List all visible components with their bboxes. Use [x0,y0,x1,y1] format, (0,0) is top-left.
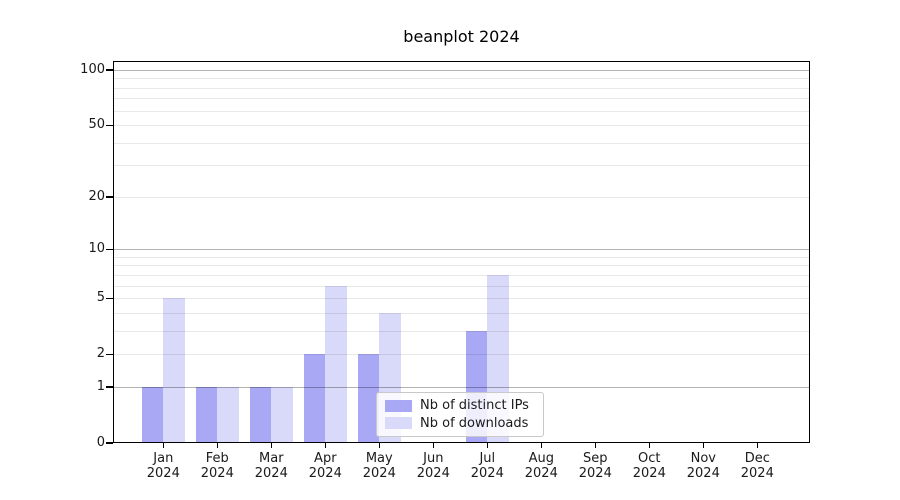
x-tick-mark [702,443,704,448]
x-axis-tick-label: Apr 2024 [297,451,353,481]
x-tick-month: Mar [259,451,284,466]
x-tick-year: 2024 [632,466,666,481]
x-tick-year: 2024 [308,466,342,481]
x-axis-tick-label: Aug 2024 [513,451,569,481]
x-tick-month: Jul [479,451,496,466]
x-tick-mark [756,443,758,448]
x-tick-month: Dec [744,451,770,466]
x-tick-year: 2024 [686,466,720,481]
x-tick-year: 2024 [578,466,612,481]
x-tick-year: 2024 [524,466,558,481]
y-axis-tick-label: 20 [88,188,105,204]
x-tick-month: Jan [153,451,174,466]
x-axis-tick-label: Feb 2024 [189,451,245,481]
legend: Nb of distinct IPs Nb of downloads [376,392,544,437]
legend-item: Nb of distinct IPs [385,398,535,413]
x-tick-month: Sep [583,451,608,466]
legend-label: Nb of downloads [420,415,529,431]
y-tick-mark [106,196,113,198]
x-axis-tick-label: Mar 2024 [243,451,299,481]
x-tick-mark [270,443,272,448]
x-axis-tick-label: Oct 2024 [621,451,677,481]
y-axis-tick-label: 10 [88,241,105,257]
y-axis-tick-label: 50 [88,117,105,133]
x-tick-mark [594,443,596,448]
x-tick-year: 2024 [200,466,234,481]
x-tick-year: 2024 [254,466,288,481]
legend-swatch [385,417,412,430]
x-tick-month: Feb [205,451,229,466]
x-tick-month: Apr [314,451,337,466]
y-tick-mark [106,69,113,71]
y-tick-mark [106,124,113,126]
y-tick-mark [106,248,113,250]
x-axis-tick-label: Jul 2024 [459,451,515,481]
legend-item: Nb of downloads [385,416,535,431]
y-tick-mark [106,386,113,388]
y-axis-tick-label: 1 [96,378,105,394]
y-tick-mark [106,297,113,299]
x-axis-tick-label: Sep 2024 [567,451,623,481]
y-axis-tick-label: 2 [96,346,105,362]
x-axis-tick-label: Nov 2024 [675,451,731,481]
plot-area-border [113,61,810,443]
y-axis-tick-label: 0 [96,435,105,450]
x-tick-mark [540,443,542,448]
x-tick-month: Aug [528,451,554,466]
x-tick-month: Nov [690,451,716,466]
legend-label: Nb of distinct IPs [420,398,529,414]
legend-swatch [385,399,412,412]
y-axis-tick-label: 5 [96,290,105,306]
x-tick-year: 2024 [146,466,180,481]
x-tick-month: Jun [423,451,444,466]
x-tick-year: 2024 [740,466,774,481]
x-tick-mark [648,443,650,448]
y-axis-tick-label: 100 [80,61,105,77]
x-tick-mark [216,443,218,448]
y-tick-mark [106,442,113,444]
x-tick-month: Oct [638,451,661,466]
x-tick-month: May [365,451,393,466]
x-tick-mark [486,443,488,448]
x-tick-mark [162,443,164,448]
x-tick-mark [378,443,380,448]
x-axis-tick-label: Jun 2024 [405,451,461,481]
x-tick-year: 2024 [470,466,504,481]
y-tick-mark [106,353,113,355]
x-axis-tick-label: May 2024 [351,451,407,481]
x-axis-tick-label: Jan 2024 [135,451,191,481]
x-tick-year: 2024 [362,466,396,481]
x-axis-tick-label: Dec 2024 [729,451,785,481]
x-tick-year: 2024 [416,466,450,481]
chart-title: beanplot 2024 [403,27,520,46]
x-tick-mark [432,443,434,448]
x-tick-mark [324,443,326,448]
